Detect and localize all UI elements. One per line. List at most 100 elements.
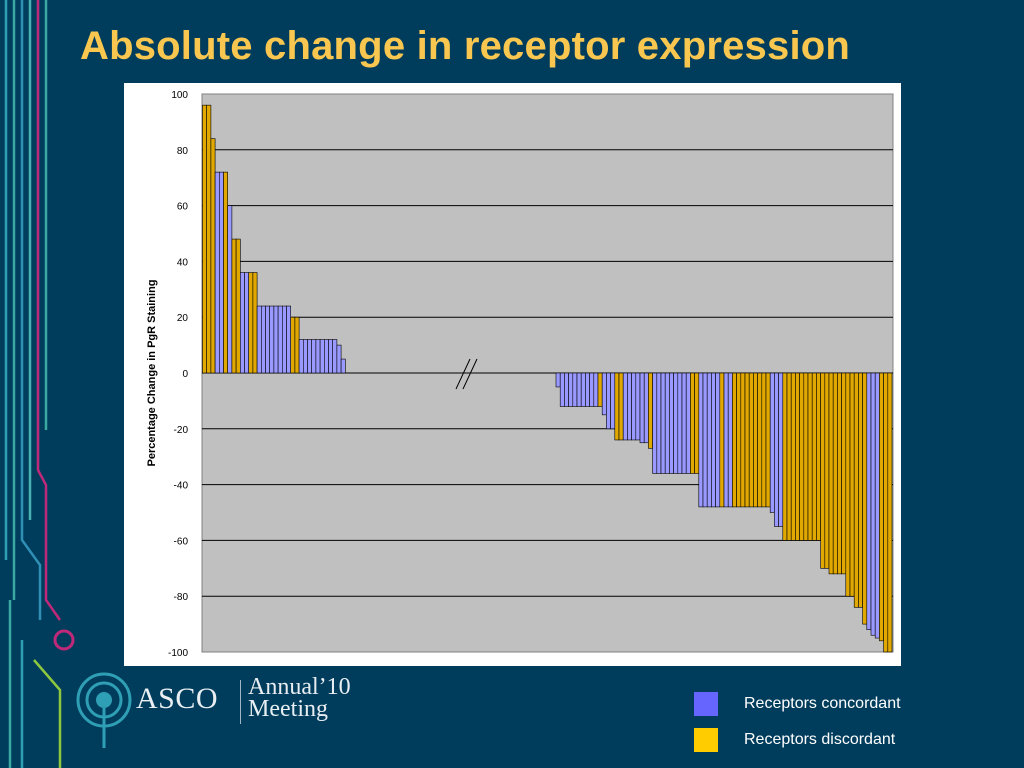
bar-discordant [744, 372, 750, 508]
annual-label: Annual’10 [248, 674, 351, 700]
legend-swatch-discordant [694, 728, 718, 752]
bar-discordant [290, 316, 296, 374]
bar-concordant [265, 305, 270, 374]
bar-concordant [685, 372, 691, 474]
bar-concordant [580, 372, 586, 407]
y-axis-label: Percentage Change in PgR Staining [146, 279, 158, 466]
bar-discordant [694, 372, 700, 474]
bar-concordant [643, 372, 649, 444]
bar-discordant [811, 372, 817, 541]
bar-discordant [883, 372, 889, 653]
bar-concordant [631, 372, 637, 441]
bar-concordant [559, 372, 565, 407]
bar-concordant [568, 372, 574, 407]
bar-discordant [719, 372, 725, 508]
legend-swatch-concordant [694, 692, 718, 716]
bar-chart: 100 80 60 40 20 0 -20 -40 -60 -80 -100 Percentage … [146, 90, 894, 659]
y-tick-label: -40 [174, 481, 189, 492]
bar-concordant [866, 372, 872, 630]
y-tick-label: 100 [171, 90, 188, 101]
bar-discordant [816, 372, 821, 541]
bar-concordant [698, 372, 704, 508]
legend: Receptors concordant Receptors discordan… [694, 686, 901, 758]
meeting-label: Meeting [248, 696, 328, 722]
bar-discordant [736, 372, 742, 508]
bar-discordant [753, 372, 758, 508]
bar-concordant [555, 372, 561, 388]
bar-discordant [803, 372, 809, 541]
bar-concordant [564, 372, 569, 407]
y-tick-label: 80 [177, 146, 189, 157]
bar-concordant [639, 372, 645, 444]
bar-discordant [845, 372, 851, 597]
bar-concordant [572, 372, 578, 407]
bar-concordant [727, 372, 733, 508]
asco-logo-text: ASCO [136, 682, 219, 715]
bar-concordant [622, 372, 628, 441]
bar-discordant [858, 372, 863, 608]
y-tick-labels: 100 80 60 40 20 0 -20 -40 -60 -80 -100 [168, 90, 188, 659]
bar-discordant [202, 104, 207, 374]
bar-concordant [702, 372, 708, 508]
bar-concordant [336, 344, 342, 374]
bar-discordant [853, 372, 859, 608]
y-tick-label: 0 [182, 369, 188, 380]
bar-concordant [219, 171, 224, 374]
bar-discordant [231, 238, 237, 374]
bar-discordant [732, 372, 737, 508]
bar-discordant [618, 372, 624, 441]
bar-discordant [879, 372, 884, 642]
bar-concordant [593, 372, 599, 407]
bar-concordant [870, 372, 876, 636]
bar-concordant [669, 372, 674, 474]
bar-discordant [761, 372, 767, 508]
legend-item-discordant: Receptors discordant [694, 722, 901, 758]
bar-concordant [298, 339, 304, 374]
bar-discordant [824, 372, 830, 569]
bar-concordant [273, 305, 279, 374]
bar-concordant [673, 372, 679, 474]
bar-discordant [757, 372, 763, 508]
decorative-circuit-lines [4, 0, 75, 768]
bar-concordant [324, 339, 329, 374]
bar-concordant [282, 305, 287, 374]
y-tick-label: -60 [174, 536, 189, 547]
bar-discordant [832, 372, 838, 575]
bar-concordant [610, 372, 616, 430]
bar-concordant [214, 171, 220, 374]
bar-concordant [328, 339, 333, 374]
bar-concordant [311, 339, 317, 374]
bar-discordant [690, 372, 695, 474]
bar-discordant [799, 372, 805, 541]
bar-discordant [248, 272, 254, 374]
bar-concordant [340, 358, 346, 374]
bar-concordant [244, 272, 249, 374]
y-tick-label: 40 [177, 257, 189, 268]
bar-discordant [210, 138, 216, 374]
bar-concordant [277, 305, 283, 374]
bar-discordant [841, 372, 847, 575]
bar-concordant [606, 372, 611, 430]
bar-concordant [627, 372, 632, 441]
y-tick-label: -80 [174, 592, 189, 603]
bar-concordant [874, 372, 880, 639]
bar-concordant [660, 372, 666, 474]
y-tick-label: 60 [177, 202, 189, 213]
bar-concordant [256, 305, 262, 374]
legend-label-discordant: Receptors discordant [744, 731, 896, 748]
bar-concordant [261, 305, 266, 374]
slide-title: Absolute change in receptor expression [80, 24, 851, 68]
axis-break-mark [455, 358, 478, 390]
bar-discordant [223, 171, 228, 374]
bar-concordant [778, 372, 784, 527]
bar-discordant [235, 238, 241, 374]
bar-concordant [769, 372, 775, 513]
bar-discordant [820, 372, 826, 569]
bar-concordant [315, 339, 321, 374]
bar-discordant [206, 104, 212, 374]
bar-concordant [286, 305, 291, 374]
bar-discordant [740, 372, 746, 508]
bar-concordant [635, 372, 641, 441]
legend-item-concordant: Receptors concordant [694, 686, 901, 722]
bar-concordant [677, 372, 683, 474]
